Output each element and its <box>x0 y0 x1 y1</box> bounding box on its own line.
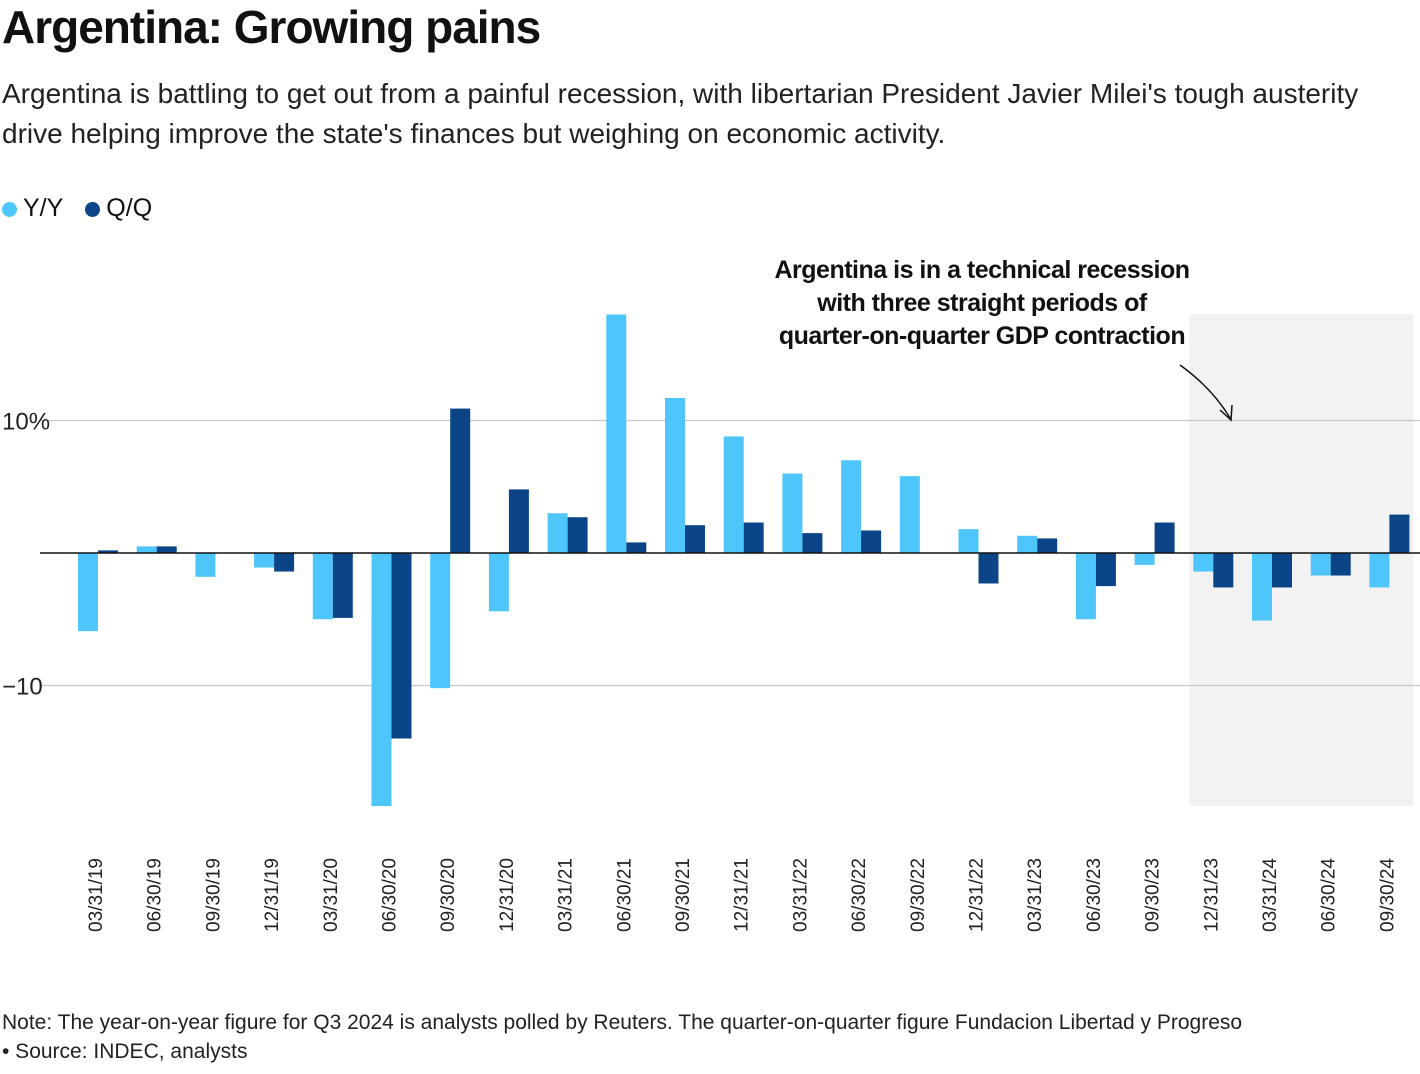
bar-yy <box>899 476 920 553</box>
x-tick-label: 06/30/20 <box>380 858 401 932</box>
bar-yy <box>1193 553 1214 572</box>
x-tick-label: 03/31/23 <box>1025 858 1046 932</box>
legend: Y/Y Q/Q <box>2 194 152 223</box>
bar-yy <box>1017 535 1038 553</box>
bar-yy <box>312 553 333 620</box>
annotation-text: with three straight periods of <box>816 289 1148 317</box>
x-tick-label: 12/31/22 <box>967 858 988 932</box>
x-tick-label: 06/30/23 <box>1084 858 1105 932</box>
x-tick-label: 09/30/24 <box>1377 858 1398 932</box>
arrowhead-icon <box>1219 404 1233 422</box>
bar-yy <box>958 529 979 553</box>
x-tick-label: 09/30/19 <box>203 858 224 932</box>
bar-qq <box>802 533 823 553</box>
x-tick-label: 09/30/23 <box>1143 858 1164 932</box>
legend-swatch-qq <box>85 201 101 217</box>
annotation-text: quarter-on-quarter GDP contraction <box>779 322 1185 350</box>
bar-yy <box>1252 553 1272 621</box>
x-tick-label: 06/30/24 <box>1319 858 1340 932</box>
bar-qq <box>978 553 999 584</box>
bar-yy <box>782 473 803 553</box>
bar-qq <box>685 525 705 553</box>
chart-title: Argentina: Growing pains <box>2 1 541 53</box>
bar-qq <box>450 408 471 553</box>
x-tick-label: 03/31/19 <box>86 858 107 932</box>
annotation-arrow <box>1179 364 1231 419</box>
bar-yy <box>723 436 744 553</box>
x-tick-label: 03/31/20 <box>321 858 342 932</box>
bar-qq <box>391 553 412 739</box>
x-tick-label: 12/31/21 <box>732 858 753 932</box>
chart-plot: 10% −10 03/31/19 06/30/19 09/30/19 12/31/19 03… <box>2 256 1420 932</box>
y-tick-label: −10 <box>2 674 43 701</box>
x-tick-label: 09/30/22 <box>908 858 929 932</box>
bar-yy <box>488 553 509 612</box>
bar-qq <box>98 550 118 553</box>
bar-qq <box>861 530 882 553</box>
bar-yy <box>1310 553 1331 576</box>
bar-qq <box>626 542 647 553</box>
bar-yy <box>547 513 568 553</box>
x-tick-label: 03/31/24 <box>1260 858 1281 932</box>
x-tick-label: 09/30/21 <box>673 858 694 932</box>
bar-yy <box>1134 553 1155 565</box>
bar-qq <box>567 517 588 553</box>
bar-qq <box>1389 514 1410 553</box>
bar-qq <box>1154 522 1175 553</box>
bar-qq <box>1330 553 1351 576</box>
x-tick-label: 06/30/19 <box>145 858 166 932</box>
bar-yy <box>841 460 862 553</box>
bar-qq <box>1213 553 1234 588</box>
bar-yy <box>136 546 157 553</box>
legend-label-yy: Y/Y <box>23 194 64 222</box>
y-tick-label: 10% <box>2 409 50 436</box>
chart-note: Note: The year-on-year figure for Q3 202… <box>2 1008 1242 1066</box>
bar-qq <box>1037 538 1058 553</box>
bar-yy <box>430 553 451 689</box>
chart-subtitle: Argentina is battling to get out from a … <box>2 78 1359 149</box>
legend-swatch-yy <box>2 201 17 217</box>
bar-yy <box>1369 553 1390 588</box>
bar-qq <box>508 489 529 553</box>
bar-yy <box>665 397 685 553</box>
x-tick-label: 12/31/19 <box>262 858 283 932</box>
legend-item-yy: Y/Y <box>2 194 63 223</box>
x-tick-label: 03/31/21 <box>556 858 577 932</box>
bar-yy <box>195 553 216 577</box>
bar-qq <box>1095 553 1116 587</box>
bar-yy <box>1075 553 1096 620</box>
legend-item-qq: Q/Q <box>85 194 152 223</box>
bar-qq <box>274 553 295 572</box>
note-text: Note: The year-on-year figure for Q3 202… <box>2 1011 1243 1034</box>
x-tick-label: 12/31/23 <box>1201 858 1222 932</box>
bar-yy <box>78 553 98 632</box>
bar-qq <box>156 546 177 553</box>
x-tick-label: 12/31/20 <box>497 858 518 932</box>
bar-qq <box>1272 553 1292 588</box>
x-tick-label: 09/30/20 <box>438 858 459 932</box>
x-tick-label: 06/30/22 <box>849 858 870 932</box>
x-tick-label: 06/30/21 <box>614 858 635 932</box>
bar-yy <box>606 314 627 553</box>
source-text: • Source: INDEC, analysts <box>2 1040 248 1063</box>
bar-yy <box>371 553 392 807</box>
bar-yy <box>254 553 275 568</box>
bar-qq <box>743 522 764 553</box>
annotation-text: Argentina is in a technical recession <box>775 256 1190 284</box>
legend-label-qq: Q/Q <box>106 194 153 222</box>
x-tick-label: 03/31/22 <box>790 858 811 932</box>
bar-qq <box>332 553 353 618</box>
